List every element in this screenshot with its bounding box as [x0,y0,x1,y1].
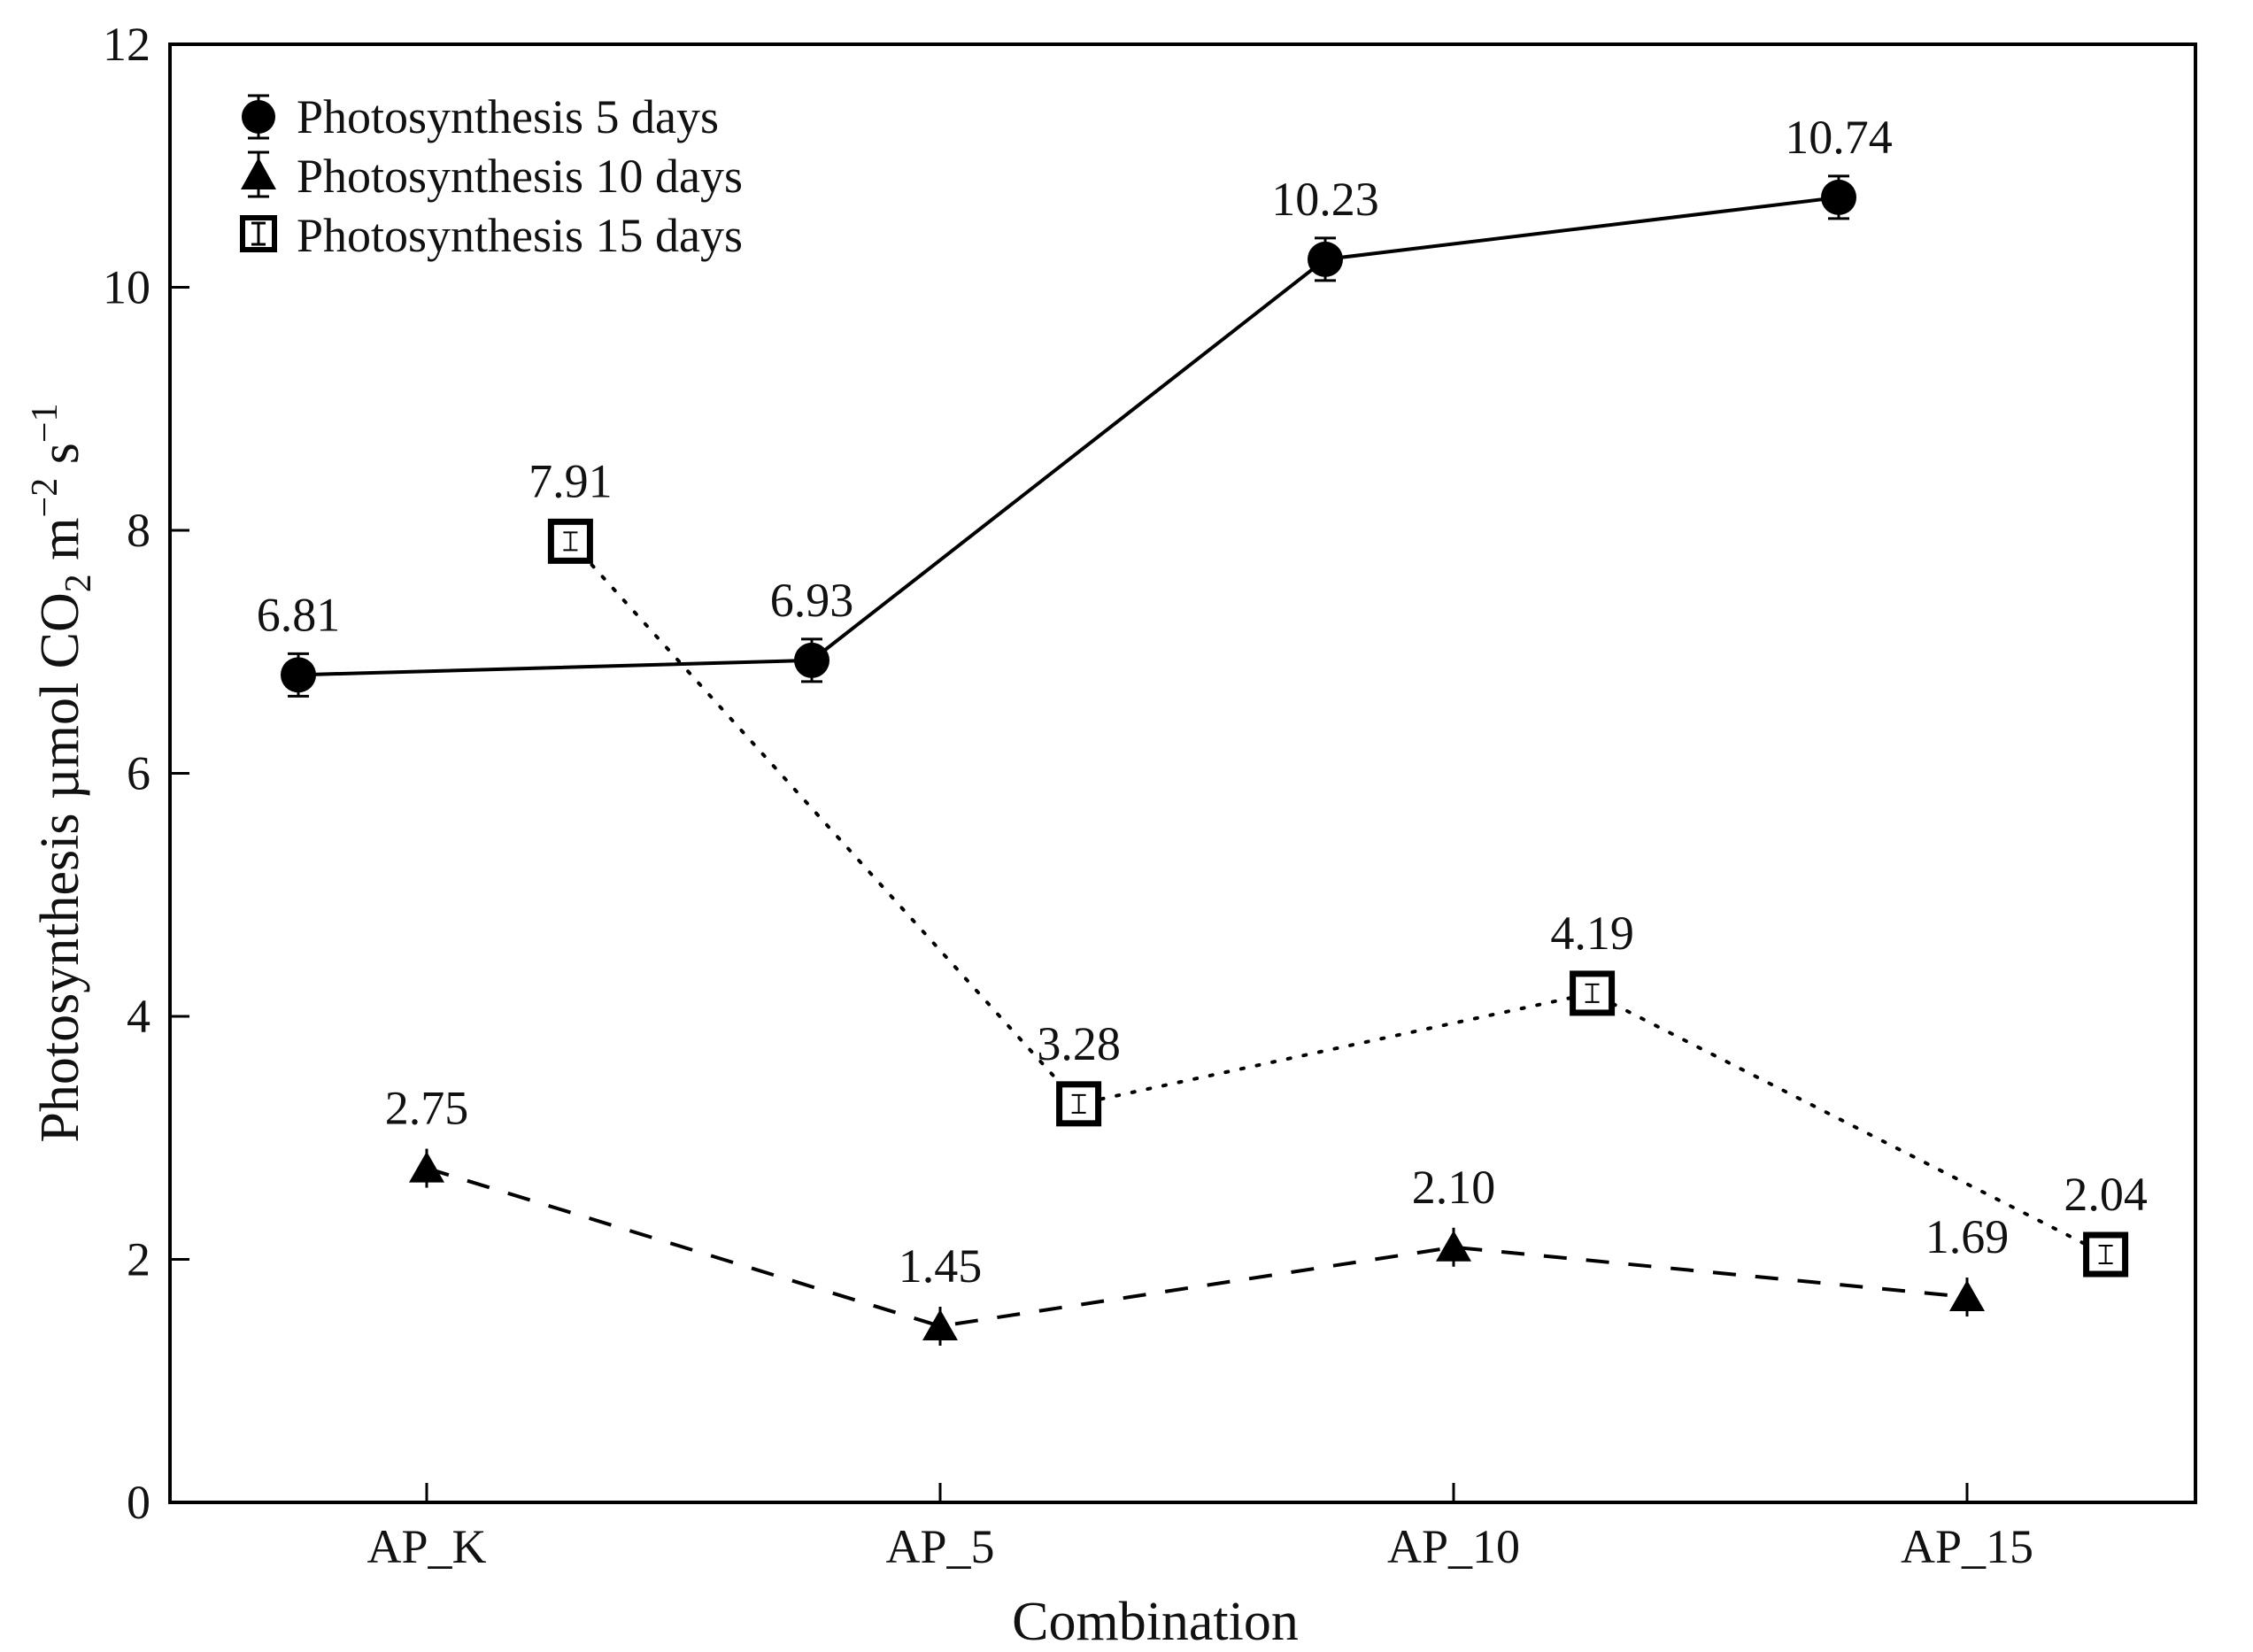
series-0 [281,174,1856,698]
series-2 [547,518,2129,1278]
data-point [922,1306,958,1346]
data-point [547,518,593,564]
y-tick-label: 6 [127,747,150,800]
x-axis-ticks: AP_K AP_5 AP_10 AP_15 [366,1483,2033,1573]
series-line-1 [426,1166,1968,1329]
x-tick-label: AP_5 [885,1520,994,1573]
y-tick-label: 8 [127,504,150,557]
circle-marker [1308,241,1343,277]
series-line-2 [568,539,2108,1257]
y-tick-label: 10 [103,261,150,314]
legend-triangle-icon [241,158,276,189]
data-label: 1.69 [1925,1210,2010,1263]
x-tick-label: AP_15 [1901,1520,2033,1573]
plot-frame [168,42,2197,1504]
data-point [794,637,829,683]
legend-label-15-days: Photosynthesis 15 days [297,209,743,262]
triangle-marker [409,1151,444,1183]
data-point [409,1148,444,1188]
x-tick-label: AP_10 [1387,1520,1520,1573]
series-layer [281,174,2129,1346]
y-axis-title-unit-m: m [30,517,90,574]
y-tick-label: 12 [103,18,150,71]
data-labels-layer: 6.81 6.93 10.23 10.74 2.75 1.45 2.10 1.69 7.91 3.… [257,111,2148,1293]
data-point [1949,1278,1985,1317]
data-point [2083,1231,2129,1278]
y-tick-label: 0 [127,1476,150,1529]
y-axis-title-subscript: 2 [58,574,99,592]
data-label: 1.45 [899,1239,983,1293]
data-label: 2.75 [385,1082,469,1135]
data-label: 6.93 [770,574,854,627]
x-tick-label: AP_K [366,1520,486,1573]
data-label: 10.23 [1271,173,1379,226]
data-label: 6.81 [257,588,341,641]
y-axis-title-superscript-m: −2 [25,478,66,518]
legend-item-5-days: Photosynthesis 5 days [242,90,719,143]
data-point [1056,1081,1102,1127]
legend: Photosynthesis 5 days Photosynthesis 10 … [240,90,743,262]
legend-circle-icon [242,100,275,134]
y-axis-title: Photosynthesis µmol CO2 m−2 s−1 [25,403,99,1142]
x-axis-title: Combination [1012,1592,1299,1652]
data-point [1308,236,1343,282]
triangle-marker [1949,1280,1985,1312]
circle-marker [1821,179,1856,215]
legend-item-15-days: Photosynthesis 15 days [240,209,743,262]
data-label: 10.74 [1785,111,1893,164]
triangle-marker [1436,1230,1471,1262]
data-point [1570,970,1616,1016]
circle-marker [794,642,829,678]
legend-label-10-days: Photosynthesis 10 days [297,150,743,203]
legend-item-10-days: Photosynthesis 10 days [241,150,743,203]
data-label: 2.10 [1412,1161,1496,1214]
series-1 [409,1148,1985,1346]
y-axis-title-superscript-s: −1 [25,403,66,443]
y-tick-label: 2 [127,1233,150,1286]
y-axis-ticks: 0 2 4 6 8 10 12 [103,18,189,1529]
triangle-marker [922,1308,958,1340]
legend-label-5-days: Photosynthesis 5 days [297,90,719,143]
circle-marker [281,657,316,693]
y-tick-label: 4 [127,990,150,1043]
data-label: 4.19 [1550,907,1634,960]
series-line-0 [297,195,1840,677]
y-axis-title-unit-s: s [30,443,90,478]
data-point [1821,174,1856,220]
data-point [1436,1227,1471,1267]
y-axis-title-main: Photosynthesis µmol CO [30,592,90,1142]
data-label: 7.91 [529,454,613,507]
data-label: 3.28 [1037,1017,1121,1070]
data-point [281,652,316,698]
data-label: 2.04 [2064,1168,2148,1221]
